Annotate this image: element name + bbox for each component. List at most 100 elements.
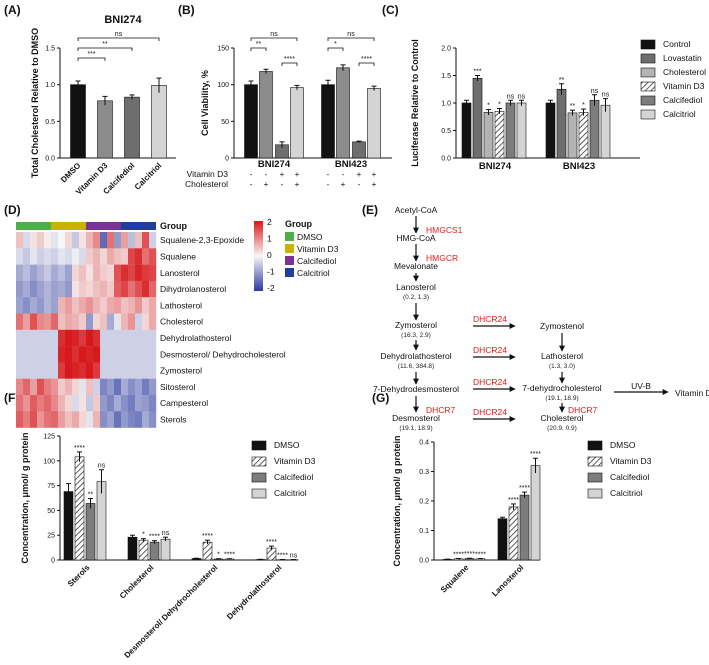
heatmap-cell — [37, 362, 45, 379]
bar-A-0 — [70, 84, 86, 159]
legend-swatch-C — [640, 95, 656, 106]
heatmap-cell — [107, 264, 115, 282]
group-label-F: Dehydrolathosterol — [225, 563, 283, 621]
sig-F-0-3: ns — [98, 463, 106, 470]
legend-swatch-C — [640, 67, 656, 78]
y-tick-label-G: 0.1 — [419, 528, 429, 535]
heatmap-cell — [107, 248, 115, 265]
bar-F-1-1 — [138, 539, 149, 561]
heatmap-cell — [128, 232, 136, 249]
heatmap-cell — [23, 346, 31, 363]
bar-A-2 — [124, 96, 140, 159]
bar-B-1-0 — [321, 84, 335, 159]
sig-F-0-1: **** — [74, 445, 85, 452]
pathway-node-main-3: Lanosterol — [396, 282, 436, 292]
cross-enzyme-label-0: DHCR24 — [473, 314, 507, 324]
heatmap-cell — [72, 313, 80, 330]
heatmap-cell — [149, 411, 157, 428]
sig-C-1-4: ns — [591, 88, 599, 95]
y-tick-label-A: 1.5 — [45, 46, 55, 53]
heatmap-cell — [121, 313, 129, 330]
bar-F-1-3 — [160, 538, 171, 561]
legend-swatch-C — [640, 81, 656, 92]
treatment-mark: - — [265, 170, 268, 179]
bar-C-1-3 — [578, 112, 589, 159]
heatmap-cell — [51, 411, 59, 428]
group-strip-cell — [37, 222, 44, 230]
colorbar — [254, 221, 263, 291]
heatmap-cell — [16, 248, 24, 265]
colorbar-tick-label: -1 — [267, 267, 275, 277]
group-label-B: BNI423 — [335, 159, 367, 170]
group-legend-label: Calcitriol — [297, 268, 330, 278]
bracket-B-1-label: ** — [256, 41, 262, 48]
heatmap-cell — [72, 264, 80, 282]
heatmap-cell — [30, 378, 38, 396]
heatmap-cell — [16, 411, 24, 428]
pathway-values-main-7: (19.1, 18.9) — [399, 425, 432, 432]
bar-B-1-2 — [352, 141, 366, 159]
heatmap-cell — [65, 378, 73, 396]
bar-F-2-1 — [202, 541, 213, 561]
group-legend-swatch — [285, 268, 294, 277]
heatmap-cell — [93, 346, 101, 363]
heatmap-cell — [51, 313, 59, 330]
group-strip-cell — [135, 222, 142, 230]
heatmap-cell — [58, 280, 66, 298]
group-legend-title: Group — [285, 219, 312, 229]
y-tick-label-C: 0.0 — [441, 156, 451, 163]
heatmap-cell — [86, 248, 94, 265]
heatmap-cell — [16, 362, 24, 379]
group-strip-cell — [44, 222, 51, 230]
legend-swatch-C — [640, 53, 656, 64]
heatmap-cell — [23, 264, 31, 282]
y-tick-label-G: 0.2 — [419, 499, 429, 506]
group-label-F: Sterols — [66, 563, 92, 589]
heatmap-cell — [128, 378, 136, 396]
heatmap-cell — [142, 264, 150, 282]
heatmap-cell — [44, 411, 52, 428]
group-label-C: BNI274 — [479, 161, 512, 172]
legend-swatch-C — [640, 39, 656, 50]
heatmap-cell — [100, 378, 108, 396]
heatmap-cell — [93, 232, 101, 249]
heatmap-cell — [121, 264, 129, 282]
heatmap-cell — [72, 411, 80, 428]
heatmap-cell — [86, 297, 94, 314]
heatmap-cell — [93, 248, 101, 265]
heatmap-row-label: Sitosterol — [160, 382, 196, 392]
heatmap-cell — [142, 232, 150, 249]
heatmap-cell — [30, 264, 38, 282]
colorbar-tick-label: 2 — [267, 217, 272, 227]
heatmap-cell — [121, 232, 129, 249]
panel-label-A: (A) — [4, 3, 21, 17]
heatmap-cell — [37, 378, 45, 396]
heatmap-cell — [142, 411, 150, 428]
bar-B-1-1 — [336, 67, 350, 159]
heatmap-cell — [149, 264, 157, 282]
heatmap-cell — [65, 346, 73, 363]
heatmap-cell — [23, 378, 31, 396]
heatmap-cell — [79, 378, 87, 396]
heatmap-cell — [100, 297, 108, 314]
pathway-node-main-6: 7-Dehydrodesmosterol — [373, 384, 459, 394]
heatmap-cell — [79, 232, 87, 249]
heatmap-cell — [93, 329, 101, 347]
heatmap-row-label: Sterols — [160, 414, 186, 424]
heatmap-cell — [51, 280, 59, 298]
bracket-B-5 — [358, 62, 375, 66]
heatmap-cell — [37, 232, 45, 249]
heatmap-cell — [37, 313, 45, 330]
sig-F-3-2: **** — [277, 553, 288, 560]
pathway-values-right-2: (19.1, 18.9) — [545, 395, 578, 402]
heatmap-cell — [121, 280, 129, 298]
heatmap-cell — [128, 264, 136, 282]
group-strip-cell — [23, 222, 30, 230]
heatmap-cell — [86, 280, 94, 298]
heatmap-cell — [30, 248, 38, 265]
legend-label-G: Vitamin D3 — [610, 456, 652, 466]
heatmap-cell — [72, 378, 80, 396]
legend-label-F: Vitamin D3 — [274, 456, 316, 466]
bracket-B-0-label: ns — [270, 31, 278, 38]
heatmap-cell — [16, 378, 24, 396]
